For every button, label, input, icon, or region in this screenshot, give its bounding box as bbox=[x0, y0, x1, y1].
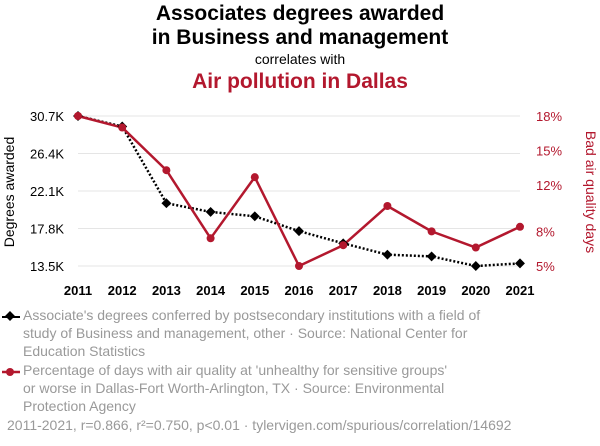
right-tick-label: 18% bbox=[536, 109, 562, 124]
x-tick-label: 2013 bbox=[152, 283, 181, 298]
correlates-with-label: correlates with bbox=[254, 51, 346, 67]
air-quality-point bbox=[383, 202, 392, 210]
footer-stats: 2011-2021, r=0.866, r²=0.750, p<0.01 · t… bbox=[7, 417, 512, 433]
degrees-point bbox=[382, 249, 393, 260]
chart-title-line-1: Associates degrees awarded bbox=[155, 2, 445, 25]
left-axis-ticks: 13.5K 17.8K 22.1K 26.4K 30.7K bbox=[30, 109, 64, 274]
legend-marker-air-quality bbox=[2, 368, 20, 376]
x-tick-label: 2019 bbox=[417, 283, 446, 298]
legend-air-line-1: Percentage of days with air quality at '… bbox=[23, 362, 448, 378]
air-quality-point bbox=[206, 234, 215, 243]
legend-marker-degrees bbox=[2, 311, 20, 321]
left-tick-label: 17.8K bbox=[30, 222, 64, 237]
legend-air-line-2: or worse in Dallas-Fort Worth-Arlington,… bbox=[23, 380, 445, 396]
air-quality-point bbox=[162, 166, 171, 175]
legend-air-line-3: Protection Agency bbox=[23, 398, 136, 414]
air-quality-point bbox=[339, 241, 348, 250]
air-quality-point bbox=[118, 123, 127, 132]
right-axis-label: Bad air quality days bbox=[583, 131, 599, 253]
x-tick-label: 2011 bbox=[64, 283, 92, 298]
chart-title-line-2: in Business and management bbox=[151, 26, 449, 49]
left-tick-label: 22.1K bbox=[30, 184, 64, 199]
series-layer bbox=[73, 111, 525, 271]
x-tick-label: 2017 bbox=[329, 283, 358, 298]
degrees-point bbox=[515, 258, 525, 269]
x-tick-label: 2012 bbox=[108, 283, 137, 298]
x-tick-label: 2016 bbox=[285, 283, 314, 298]
degrees-point bbox=[294, 226, 304, 237]
chart-title-line-3: Air pollution in Dallas bbox=[192, 70, 408, 93]
legend-degrees-line-3: Education Statistics bbox=[23, 343, 146, 359]
degrees-point bbox=[205, 206, 216, 217]
legend-degrees-line-2: study of Business and management, other … bbox=[23, 325, 468, 341]
left-tick-label: 30.7K bbox=[30, 109, 64, 124]
x-tick-label: 2020 bbox=[461, 283, 490, 298]
right-axis-ticks: 5% 8% 12% 15% 18% bbox=[536, 109, 562, 274]
legend-text-degrees: Associate's degrees conferred by postsec… bbox=[23, 306, 523, 360]
degrees-point bbox=[470, 261, 481, 271]
air-quality-point bbox=[516, 222, 524, 231]
left-axis-label: Degrees awarded bbox=[1, 137, 17, 248]
degrees-point bbox=[161, 198, 172, 209]
right-tick-label: 5% bbox=[536, 259, 555, 274]
air-quality-point bbox=[427, 227, 436, 236]
x-tick-label: 2015 bbox=[240, 283, 269, 298]
left-tick-label: 26.4K bbox=[30, 147, 64, 162]
air-quality-point bbox=[250, 173, 259, 182]
air-quality-point bbox=[74, 112, 82, 120]
x-axis-ticks: 2011 2012 2013 2014 2015 2016 2017 2018 2019 2020… bbox=[64, 283, 535, 298]
right-tick-label: 8% bbox=[536, 224, 555, 239]
air-quality-point bbox=[295, 262, 303, 270]
legend-text-air-quality: Percentage of days with air quality at '… bbox=[23, 361, 523, 415]
air-quality-point bbox=[471, 243, 480, 252]
right-tick-label: 12% bbox=[536, 178, 562, 193]
x-tick-label: 2018 bbox=[373, 283, 402, 298]
degrees-point bbox=[426, 251, 437, 262]
right-tick-label: 15% bbox=[536, 144, 562, 159]
degrees-series-line bbox=[77, 114, 521, 268]
legend-degrees-line-1: Associate's degrees conferred by postsec… bbox=[23, 307, 481, 323]
x-tick-label: 2014 bbox=[196, 283, 226, 298]
degrees-point bbox=[249, 211, 260, 222]
x-tick-label: 2021 bbox=[506, 283, 535, 298]
left-tick-label: 13.5K bbox=[30, 259, 64, 274]
grid-lines bbox=[78, 115, 520, 267]
